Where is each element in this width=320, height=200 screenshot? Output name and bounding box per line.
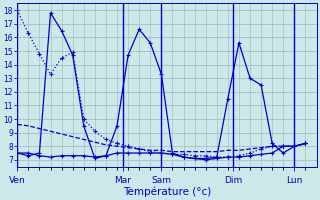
- X-axis label: Température (°c): Température (°c): [123, 186, 211, 197]
